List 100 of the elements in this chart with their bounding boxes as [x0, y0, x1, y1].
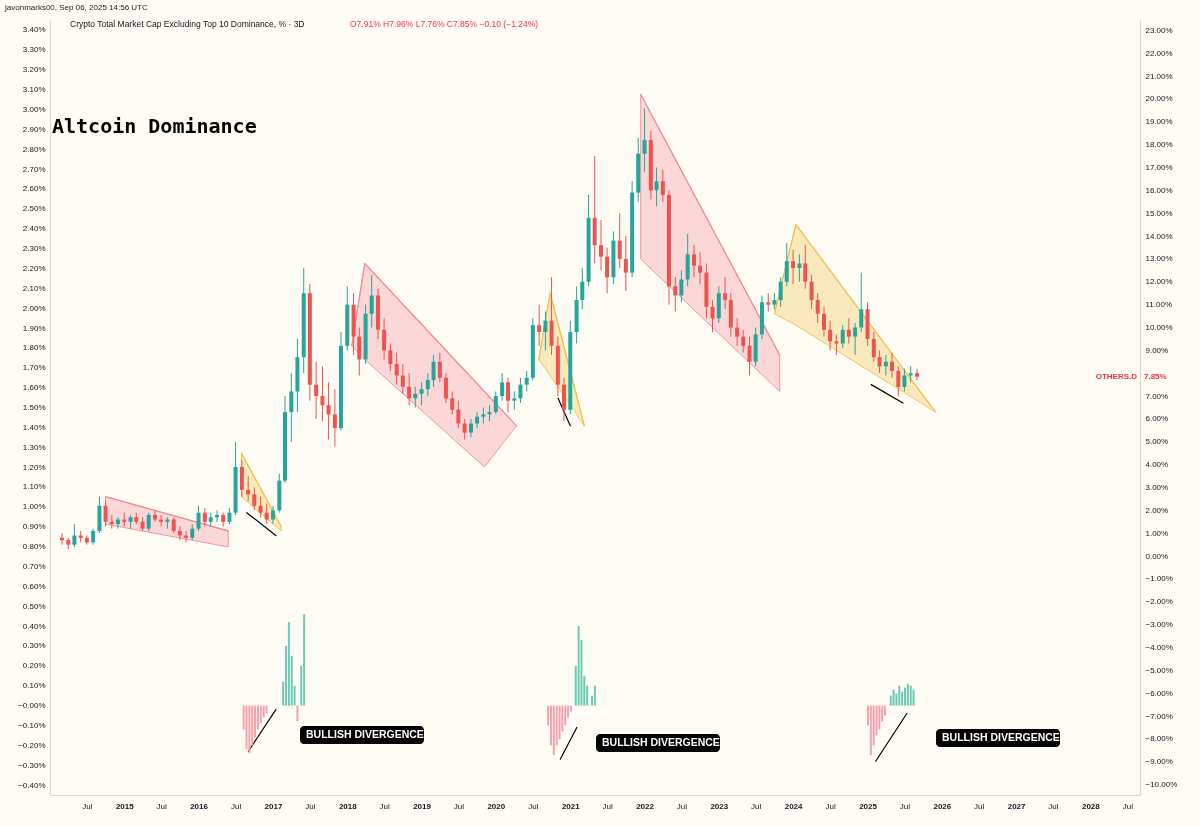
y2-tick-label: 7.00% [1145, 391, 1169, 401]
y-tick-label: 1.80% [22, 343, 46, 353]
x-tick-label: Jul [676, 801, 688, 811]
y2-tick-label: 2.00% [1145, 505, 1169, 515]
candlestick [914, 368, 919, 381]
candlestick [797, 253, 802, 283]
bar [296, 705, 299, 722]
candlestick [450, 391, 455, 415]
bar [245, 705, 248, 750]
candlestick [735, 317, 740, 347]
bar [593, 685, 596, 706]
candlestick [425, 372, 430, 397]
y2-tick-label: −6.00% [1145, 688, 1173, 698]
candlestick [679, 269, 684, 303]
y2-tick-label: 14.00% [1145, 231, 1173, 241]
x-tick-label: Jul [305, 801, 316, 811]
candlestick [623, 235, 628, 292]
candlestick [605, 246, 610, 294]
x-tick-label: 2028 [1081, 801, 1101, 811]
y-tick-label: 3.30% [22, 45, 46, 55]
y-tick-label: 2.00% [22, 303, 46, 313]
candlestick [258, 496, 263, 518]
x-tick-label: Jul [899, 801, 911, 811]
candlestick [146, 512, 151, 532]
x-tick-label: Jul [974, 801, 985, 811]
y-tick-label: 1.10% [22, 482, 46, 492]
y2-tick-label: −3.00% [1145, 620, 1173, 630]
candlestick [475, 411, 480, 429]
y2-tick-label: −2.00% [1145, 597, 1173, 607]
x-tick-label: Jul [453, 801, 465, 811]
x-tick-label: Jul [82, 801, 93, 811]
candlestick [369, 274, 374, 328]
y2-tick-label: −8.00% [1145, 734, 1173, 744]
candlestick [512, 391, 517, 411]
candlestick [871, 331, 876, 363]
y2-tick-label: 12.00% [1145, 277, 1173, 287]
x-tick-label: 2018 [338, 801, 358, 811]
y2-tick-label: 9.00% [1145, 345, 1169, 355]
candlestick [524, 370, 529, 392]
candlestick [859, 272, 864, 333]
candlestick [289, 372, 294, 443]
x-tick-label: Jul [602, 801, 613, 811]
y2-tick-label: 18.00% [1145, 140, 1173, 150]
annotation: BULLISH DIVERGENCE [602, 736, 720, 748]
y2-tick-label: 13.00% [1145, 254, 1173, 264]
candlestick [264, 503, 269, 525]
bar [906, 683, 909, 706]
candlestick [252, 487, 257, 511]
candlestick [271, 505, 276, 525]
y-tick-label: −0.40% [18, 780, 46, 790]
y2-tick-label: 19.00% [1145, 117, 1173, 127]
candlestick [518, 377, 523, 404]
bar [303, 614, 306, 706]
y-tick-label: −0.20% [18, 740, 46, 750]
y-tick-label: −0.30% [18, 760, 46, 770]
y-tick-label: 0.20% [22, 661, 46, 671]
x-tick-label: Jul [156, 801, 167, 811]
text: 7.85% [1144, 371, 1167, 381]
y-tick-label: 0.50% [22, 601, 46, 611]
y-tick-label: 3.00% [22, 104, 46, 114]
candlestick [617, 212, 622, 269]
candlestick [691, 244, 696, 278]
candlestick [103, 500, 108, 527]
y-tick-label: 1.00% [22, 502, 46, 512]
candlestick [710, 299, 715, 333]
y-tick-label: 2.40% [22, 224, 46, 234]
chart-subtitle: Crypto Total Market Cap Excluding Top 10 Dominance, % · 3D [70, 19, 305, 29]
y-tick-label: 0.40% [22, 621, 46, 631]
bar [265, 705, 268, 714]
candlestick [877, 349, 882, 374]
y-tick-label: 2.50% [22, 204, 46, 214]
bar [892, 689, 895, 706]
x-tick-label: 2027 [1007, 801, 1027, 811]
candlestick [778, 276, 783, 308]
bar [552, 705, 555, 756]
x-tick-label: 2019 [413, 801, 432, 811]
bar [903, 687, 906, 706]
bar [912, 689, 915, 706]
x-tick-label: 2025 [859, 801, 878, 811]
y-tick-label: 2.60% [22, 184, 46, 194]
candlestick [431, 354, 436, 388]
y2-tick-label: 4.00% [1145, 460, 1169, 470]
text: javonmarks00, Sep 06, 2025 14:56 UTC [4, 3, 148, 12]
candlestick [902, 368, 907, 392]
candlestick [537, 304, 542, 347]
y2-tick-label: −10.00% [1145, 780, 1178, 790]
candlestick [660, 169, 665, 203]
x-tick-label: 2017 [264, 801, 283, 811]
candlestick [320, 365, 325, 422]
y-tick-label: 3.20% [22, 65, 46, 75]
candlestick [462, 418, 467, 441]
bar [869, 705, 872, 756]
candlestick [437, 352, 442, 383]
y-tick-label: 0.70% [22, 561, 46, 571]
candlestick [673, 276, 678, 312]
x-tick-label: 2016 [190, 801, 209, 811]
candlestick [784, 242, 789, 287]
candlestick [152, 509, 157, 523]
x-tick-label: Jul [528, 801, 539, 811]
bar [577, 626, 580, 706]
